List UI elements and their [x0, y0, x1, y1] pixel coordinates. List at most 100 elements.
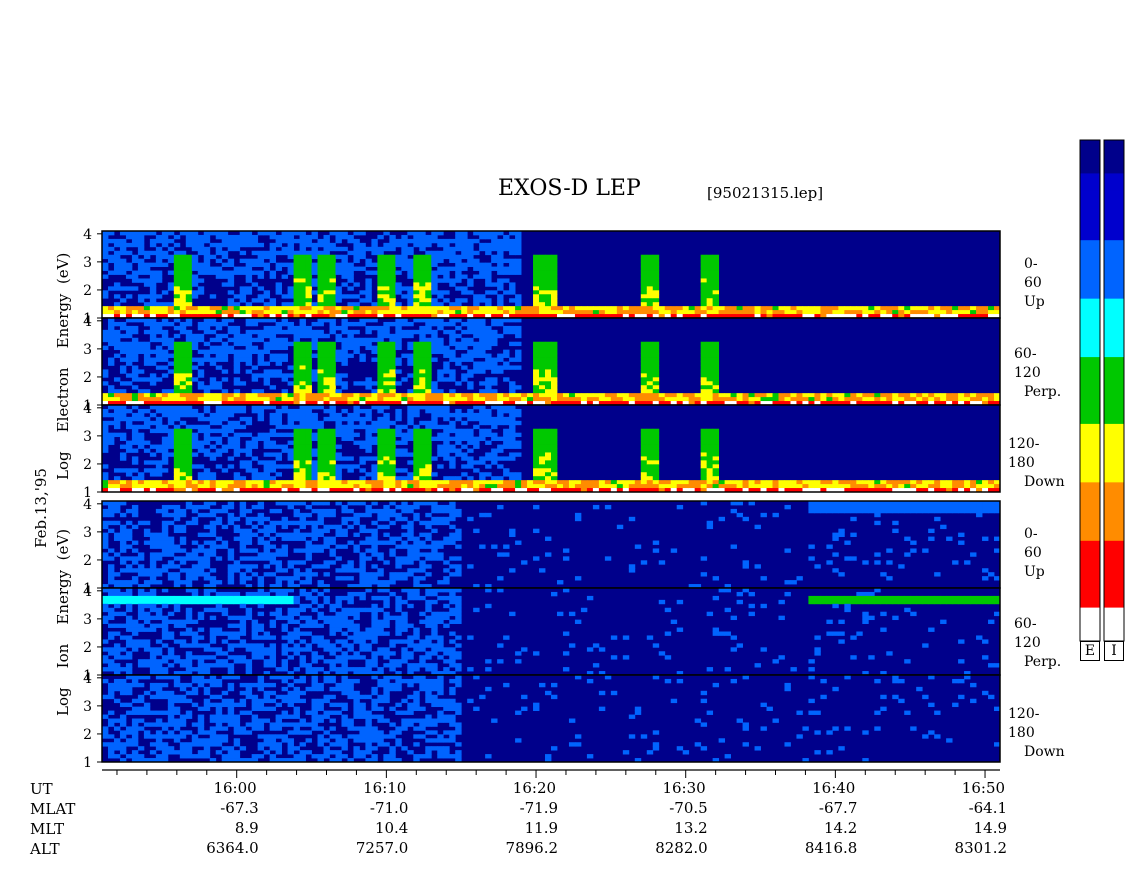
heat-cell	[233, 397, 241, 402]
heat-cell	[916, 480, 923, 485]
heat-cell	[275, 424, 282, 430]
heat-cell	[125, 353, 133, 358]
heat-cell	[407, 532, 414, 537]
heat-cell	[107, 564, 115, 569]
heat-cell	[473, 436, 480, 441]
heat-cell	[694, 480, 702, 485]
heat-cell	[155, 306, 163, 311]
heat-cell	[640, 254, 648, 260]
heat-cell	[209, 456, 217, 461]
heat-cell	[377, 306, 384, 311]
heat-cell	[251, 310, 259, 315]
heat-cell	[389, 278, 396, 283]
heat-cell	[970, 397, 977, 402]
heat-cell	[317, 286, 324, 291]
heat-cell	[365, 262, 372, 267]
heat-cell	[377, 373, 384, 378]
heat-cell	[455, 270, 462, 275]
heat-cell	[449, 464, 456, 469]
heat-cell	[179, 353, 187, 358]
heat-cell	[179, 440, 187, 445]
heat-cell	[401, 488, 408, 493]
heat-cell	[922, 484, 929, 489]
heat-cell	[125, 306, 133, 311]
heat-cell	[215, 401, 223, 406]
heat-cell	[305, 472, 312, 477]
heat-cell	[826, 484, 833, 489]
heat-cell	[946, 314, 953, 319]
heat-cell	[604, 310, 612, 315]
heat-cell	[383, 456, 390, 461]
heat-cell	[515, 472, 522, 477]
heat-cell	[934, 314, 941, 319]
heat-cell	[227, 242, 235, 248]
heat-cell	[293, 365, 300, 370]
heat-cell	[850, 393, 857, 398]
heat-cell	[102, 440, 109, 445]
heat-cell	[455, 532, 462, 537]
heat-cell	[287, 270, 294, 275]
heat-cell	[269, 405, 277, 410]
heat-cell	[299, 373, 306, 378]
heat-cell	[341, 246, 348, 252]
heat-cell	[287, 302, 294, 307]
heat-cell	[173, 416, 181, 422]
heat-cell	[209, 576, 217, 581]
heat-cell	[844, 397, 851, 402]
heat-cell	[652, 270, 660, 275]
heat-cell	[335, 464, 342, 469]
heat-cell	[305, 278, 312, 283]
heat-cell	[287, 501, 294, 506]
heat-cell	[748, 397, 755, 402]
heat-cell	[329, 464, 336, 469]
heat-cell	[509, 408, 516, 414]
heat-cell	[287, 408, 294, 414]
heat-cell	[353, 250, 360, 256]
heat-cell	[910, 484, 917, 489]
heat-cell	[173, 298, 181, 303]
heat-cell	[413, 302, 420, 307]
heat-cell	[988, 488, 995, 493]
heat-cell	[335, 389, 342, 394]
heat-cell	[293, 412, 300, 418]
heat-cell	[239, 294, 247, 299]
heat-cell	[185, 369, 193, 374]
heat-cell	[449, 536, 456, 541]
heat-cell	[377, 365, 384, 370]
heat-cell	[455, 401, 462, 406]
heat-cell	[479, 397, 486, 402]
heat-cell	[449, 512, 456, 518]
heat-cell	[706, 488, 714, 493]
heat-cell	[209, 528, 217, 534]
heat-cell	[946, 401, 953, 406]
heat-cell	[155, 349, 163, 354]
heat-cell	[592, 480, 600, 485]
heat-cell	[395, 556, 402, 561]
heat-cell	[323, 262, 330, 267]
heat-cell	[209, 480, 217, 485]
heat-cell	[539, 345, 546, 351]
heat-cell	[652, 302, 660, 307]
heat-cell	[437, 436, 444, 441]
heat-cell	[323, 234, 330, 240]
heat-cell	[371, 508, 378, 514]
heat-cell	[287, 250, 294, 256]
heat-cell	[940, 401, 947, 406]
heat-cell	[113, 580, 121, 585]
heat-cell	[149, 302, 157, 307]
heat-cell	[305, 452, 312, 457]
heat-cell	[191, 424, 199, 430]
heat-cell	[904, 314, 911, 319]
heat-cell	[215, 258, 223, 264]
heat-cell	[497, 318, 504, 323]
heat-cell	[161, 568, 169, 573]
heat-cell	[191, 278, 199, 283]
heat-cell	[844, 393, 851, 398]
heat-cell	[197, 556, 205, 561]
heat-cell	[281, 488, 288, 493]
heat-cell	[305, 568, 312, 573]
heat-cell	[646, 349, 654, 354]
heat-cell	[443, 448, 450, 453]
heat-cell	[131, 436, 139, 441]
heat-cell	[305, 238, 312, 244]
